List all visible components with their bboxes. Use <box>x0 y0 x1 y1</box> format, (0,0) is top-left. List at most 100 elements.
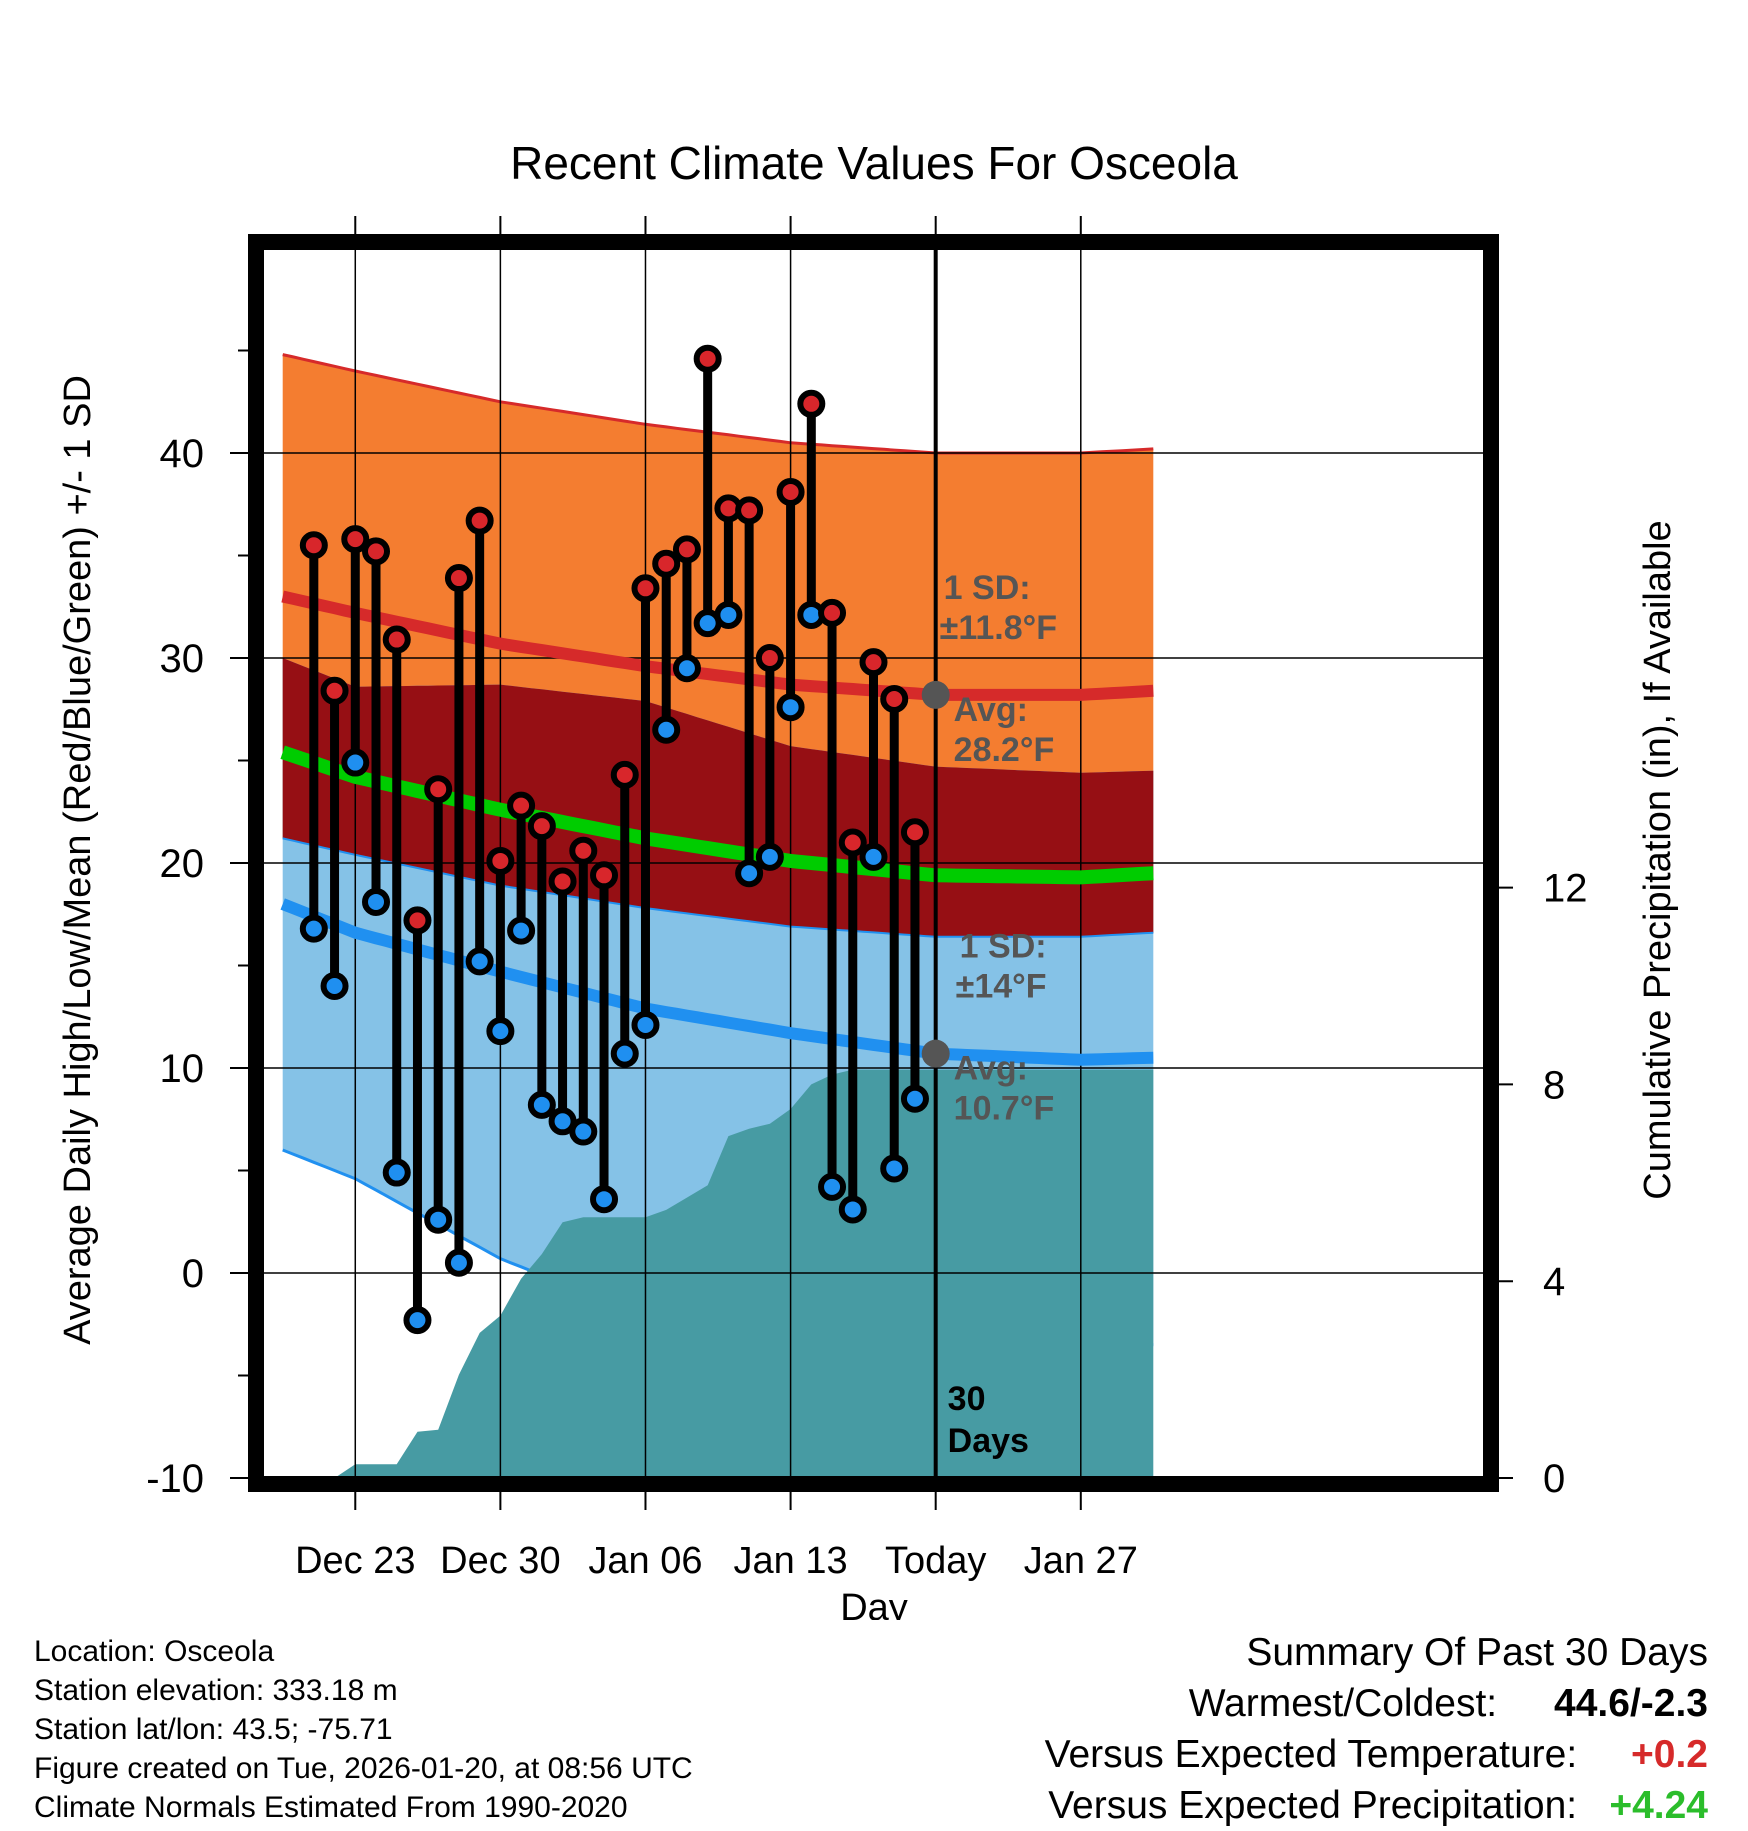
station-info: Location: Osceola Station elevation: 333… <box>34 1632 693 1827</box>
observed-high-point <box>362 537 391 566</box>
observed-low-point <box>507 916 536 945</box>
x-tick-label: Today <box>885 1540 986 1582</box>
observed-high-point <box>527 812 556 841</box>
high-avg-label: Avg: <box>954 691 1028 729</box>
observed-high-point <box>900 818 929 847</box>
observed-low-point <box>838 1195 867 1224</box>
observed-low-point <box>880 1154 909 1183</box>
observed-high-point <box>755 644 784 672</box>
observed-low-point <box>362 887 391 916</box>
x-tick-label: Jan 27 <box>1024 1540 1138 1582</box>
observed-low-point <box>382 1158 411 1187</box>
y-tick-label: 30 <box>160 637 205 681</box>
observed-high-point <box>444 564 473 593</box>
x-tick-label: Dec 23 <box>295 1540 415 1582</box>
observed-low-point <box>590 1185 619 1214</box>
observed-high-point <box>672 535 701 564</box>
observed-low-point <box>631 1010 660 1039</box>
observed-low-point <box>465 947 494 976</box>
normals-text: Climate Normals Estimated From 1990-2020 <box>34 1791 628 1824</box>
low-avg-label: Avg: <box>954 1050 1028 1088</box>
observed-low-point <box>818 1172 847 1201</box>
low-avg-value: 10.7°F <box>954 1090 1055 1128</box>
observed-high-point <box>859 648 888 677</box>
observed-high-point <box>610 760 639 789</box>
observed-high-point <box>299 531 328 560</box>
high-sd-label: 1 SD: <box>944 569 1031 607</box>
observed-low-point <box>548 1107 577 1136</box>
x-tick-label: Dec 30 <box>440 1540 560 1582</box>
normal-low-today-dot <box>921 1039 950 1068</box>
warmest-label: Warmest/Coldest: <box>1188 1682 1498 1725</box>
y-tick-label: 20 <box>160 842 205 886</box>
plot-border <box>248 234 1499 1492</box>
observed-low-point <box>714 600 743 629</box>
chart-title: Recent Climate Values For Osceola <box>510 137 1238 189</box>
observed-low-point <box>859 842 888 871</box>
low-sd-label: 1 SD: <box>960 928 1047 966</box>
y-right-tick-label: 0 <box>1543 1457 1565 1501</box>
observed-high-point <box>507 791 536 820</box>
observed-high-point <box>320 676 349 705</box>
y-right-tick-label: 12 <box>1543 867 1588 911</box>
plot-frame <box>248 234 1499 1492</box>
observed-high-point <box>652 549 681 578</box>
high-sd-lower-edge <box>282 837 1154 938</box>
x-tick-label: Jan 13 <box>734 1540 848 1582</box>
x-tick-label: Jan 06 <box>588 1540 702 1582</box>
observed-high-point <box>838 828 867 857</box>
observed-high-point <box>382 625 411 654</box>
observed-low-point <box>341 748 370 777</box>
y-tick-label: 40 <box>160 432 205 476</box>
observed-high-point <box>548 867 577 896</box>
summary-title: Summary Of Past 30 Days <box>1246 1631 1708 1674</box>
precip-label: Versus Expected Precipitation: <box>1048 1784 1578 1827</box>
observed-low-point <box>672 654 701 683</box>
location-text: Location: Osceola <box>34 1635 275 1668</box>
observed-low-point <box>900 1084 929 1113</box>
normal-high-line <box>281 590 1154 701</box>
observed-low-point <box>403 1306 432 1335</box>
precip-value: +4.24 <box>1609 1784 1708 1827</box>
observed-low-point <box>486 1017 515 1046</box>
summary-panel: Summary Of Past 30 Days Warmest/Coldest:… <box>1045 1627 1708 1831</box>
observed-low-point <box>320 972 349 1000</box>
observed-low-point <box>735 859 764 888</box>
observed-high-point <box>590 861 619 890</box>
observed-high-point <box>818 598 847 627</box>
observed-low-point <box>569 1117 598 1146</box>
today-days-label-2: Days <box>948 1422 1029 1460</box>
observed-values <box>299 344 929 1335</box>
observed-high-point <box>403 906 432 935</box>
warmest-value: 44.6/-2.3 <box>1554 1682 1708 1725</box>
observed-high-point <box>465 506 494 535</box>
observed-high-point <box>424 775 453 804</box>
observed-low-point <box>776 693 805 722</box>
y-axis-label-right: Cumulative Precipitation (in), If Availa… <box>1637 520 1679 1199</box>
observed-high-point <box>631 574 660 603</box>
y-tick-label: -10 <box>146 1457 204 1501</box>
observed-low-point <box>527 1090 556 1119</box>
low-sd-value: ±14°F <box>956 968 1047 1006</box>
summary-temp-row: Versus Expected Temperature: +0.2 <box>1045 1729 1708 1780</box>
observed-high-point <box>569 836 598 865</box>
elevation-text: Station elevation: 333.18 m <box>34 1674 398 1707</box>
climate-chart: Recent Climate Values For Osceola 30 Days… <box>57 137 1679 1620</box>
latlon-text: Station lat/lon: 43.5; -75.71 <box>34 1713 393 1746</box>
y-right-tick-label: 4 <box>1543 1260 1565 1304</box>
y-axis-label-left: Average Daily High/Low/Mean (Red/Blue/Gr… <box>57 375 99 1345</box>
normal-high-today-dot <box>921 680 950 709</box>
observed-high-point <box>693 344 722 373</box>
observed-high-point <box>486 846 515 875</box>
high-avg-value: 28.2°F <box>954 731 1055 769</box>
observed-high-point <box>880 685 909 713</box>
normal-low-line <box>280 898 1154 1066</box>
x-axis-label: Day <box>840 1587 908 1620</box>
observed-low-point <box>610 1039 639 1068</box>
y-right-tick-label: 8 <box>1543 1063 1565 1107</box>
summary-warmest-row: Warmest/Coldest: 44.6/-2.3 <box>1045 1678 1708 1729</box>
observed-low-point <box>424 1205 453 1234</box>
observed-high-point <box>776 477 805 506</box>
summary-precip-row: Versus Expected Precipitation: +4.24 <box>1045 1780 1708 1831</box>
